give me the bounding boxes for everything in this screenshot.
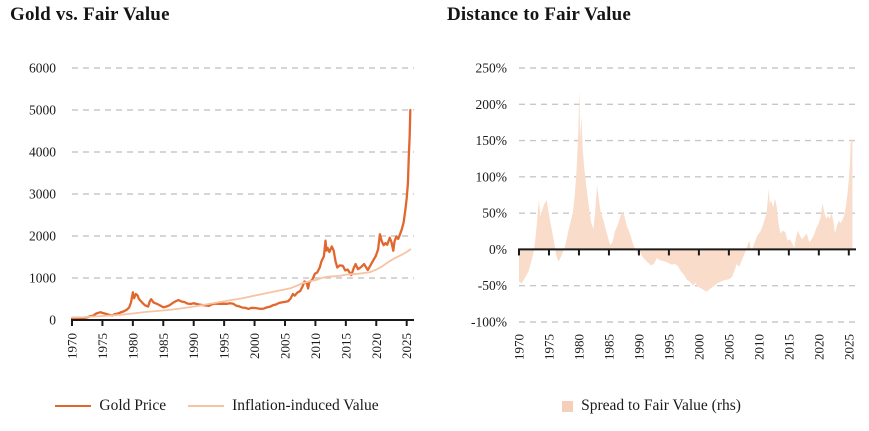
x-axis [71, 319, 414, 326]
svg-text:5000: 5000 [29, 103, 56, 118]
svg-text:2025: 2025 [399, 333, 414, 359]
svg-text:3000: 3000 [29, 187, 56, 202]
x-axis-labels: 1970 1975 1980 1985 1990 1995 2000 2005 2010 2015… [512, 334, 857, 360]
fair-value-line [71, 248, 412, 319]
svg-text:200%: 200% [476, 97, 508, 112]
right-chart-title: Distance to Fair Value [447, 4, 632, 25]
svg-text:2000: 2000 [29, 229, 56, 244]
svg-text:1985: 1985 [601, 334, 616, 360]
svg-text:2010: 2010 [308, 333, 323, 359]
svg-text:2015: 2015 [338, 333, 353, 359]
svg-text:2025: 2025 [841, 334, 856, 360]
svg-text:2005: 2005 [721, 334, 736, 360]
y-gridlines [519, 67, 856, 323]
spread-area-swatch [562, 400, 574, 412]
left-chart-legend: Gold Price Inflation-induced Value [0, 394, 434, 418]
svg-text:1990: 1990 [186, 333, 201, 359]
gold-price-line-swatch [55, 405, 92, 407]
svg-text:2005: 2005 [277, 333, 292, 359]
gold-price-line [70, 108, 412, 320]
svg-text:1970: 1970 [512, 334, 527, 360]
svg-text:-100%: -100% [471, 315, 507, 330]
inflation-value-line-swatch [188, 405, 225, 407]
svg-text:1970: 1970 [65, 333, 80, 359]
svg-text:1980: 1980 [125, 333, 140, 359]
distance-to-fair-value-chart: -100%-50%0%50%100%150%200%250%1970 1975 19… [471, 61, 856, 361]
legend-item-inflation-induced-value: Inflation-induced Value [188, 397, 379, 415]
y-axis-labels: -100% -50% 0% 50% 100% 150% 200% 250% [471, 61, 507, 330]
left-chart-title: Gold vs. Fair Value [10, 4, 170, 25]
right-chart-legend: Spread to Fair Value (rhs) [434, 394, 869, 418]
svg-text:2000: 2000 [691, 334, 706, 360]
svg-text:1980: 1980 [571, 334, 586, 360]
y-axis-labels: 0 1000 2000 3000 4000 5000 6000 [29, 61, 56, 328]
spread-legend-label: Spread to Fair Value (rhs) [581, 397, 741, 414]
svg-text:1995: 1995 [661, 334, 676, 360]
svg-text:150%: 150% [476, 133, 508, 148]
inflation-value-legend-label: Inflation-induced Value [232, 397, 379, 414]
svg-text:1990: 1990 [631, 334, 646, 360]
svg-text:1975: 1975 [95, 333, 110, 359]
svg-text:2015: 2015 [781, 334, 796, 360]
svg-text:100%: 100% [476, 169, 508, 184]
svg-text:1975: 1975 [541, 334, 556, 360]
legend-item-spread: Spread to Fair Value (rhs) [562, 397, 741, 415]
spread-area [519, 89, 853, 292]
svg-text:1985: 1985 [156, 333, 171, 359]
svg-text:250%: 250% [476, 61, 508, 76]
svg-text:0%: 0% [489, 242, 507, 257]
svg-text:6000: 6000 [29, 61, 56, 76]
legend-item-gold-price: Gold Price [55, 397, 166, 415]
svg-text:4000: 4000 [29, 145, 56, 160]
x-axis [518, 248, 856, 256]
svg-text:50%: 50% [482, 206, 507, 221]
svg-text:0: 0 [49, 313, 56, 328]
gold-vs-fair-value-chart: 0 1000 2000 3000 4000 5000 6000 1970 1975 1980 198… [29, 61, 414, 360]
svg-text:2000: 2000 [247, 333, 262, 359]
svg-text:-50%: -50% [478, 278, 507, 293]
svg-text:2020: 2020 [369, 333, 384, 359]
svg-text:2010: 2010 [751, 334, 766, 360]
svg-text:1995: 1995 [217, 333, 232, 359]
gold-price-legend-label: Gold Price [99, 397, 167, 414]
y-gridlines [72, 67, 414, 279]
svg-text:2020: 2020 [811, 334, 826, 360]
x-axis-labels: 1970 1975 1980 1985 1990 1995 2000 2005 2010 2015… [65, 333, 415, 359]
svg-text:1000: 1000 [29, 271, 56, 286]
